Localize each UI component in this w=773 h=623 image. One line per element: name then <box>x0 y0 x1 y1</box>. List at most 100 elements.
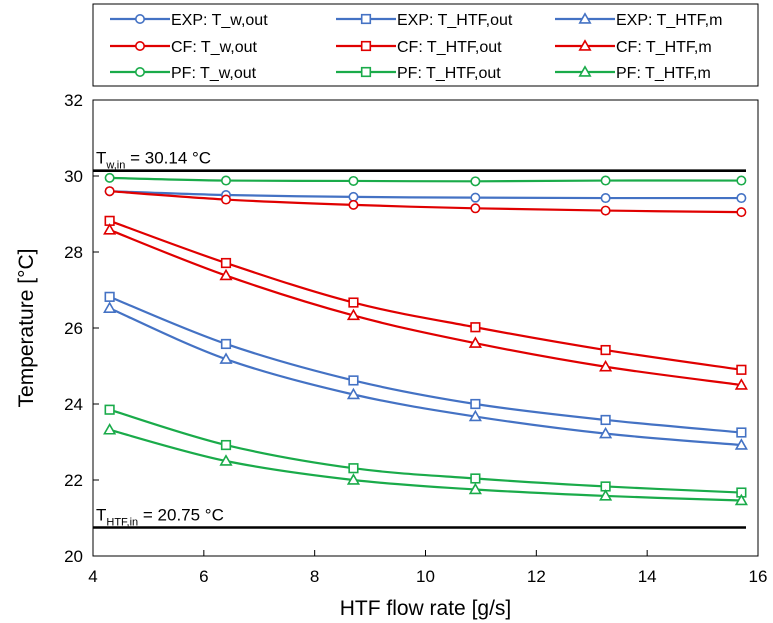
series-cf-t-htf-out-point-6 <box>736 364 747 375</box>
legend-pf-t-htf-out-label: PF: T_HTF,out <box>397 65 501 82</box>
legend-cf-t-w-out-label: CF: T_w,out <box>171 39 258 56</box>
legend-pf-t-htf-out-marker <box>360 66 372 78</box>
series-pf-t-htf-out-line <box>109 408 742 494</box>
series-pf-t-w-out-point-4 <box>470 176 481 187</box>
series-cf-t-htf-out-line <box>109 219 742 371</box>
legend-cf-t-w-out-marker <box>135 40 146 51</box>
legend-exp-t-htf-m-marker <box>578 12 592 24</box>
series-cf-t-htf-out-point-2 <box>220 257 232 269</box>
series-pf-t-htf-out-point-4 <box>470 473 481 484</box>
series-exp-t-w-out-point-3 <box>348 191 359 202</box>
x-tick-label-4: 4 <box>88 567 97 586</box>
y-tick-label-30: 30 <box>64 167 83 186</box>
series-pf-t-htf-m-point-2 <box>219 454 233 466</box>
legend-exp-t-w-out-label: EXP: T_w,out <box>171 12 268 29</box>
series-exp-t-htf-m-point-1 <box>103 301 117 313</box>
series-cf-t-w-out-line <box>109 190 742 214</box>
series-exp-t-w-out-point-6 <box>736 193 747 204</box>
series-exp-t-htf-m-point-4 <box>468 409 482 422</box>
series-cf-t-htf-m-point-5 <box>599 359 613 372</box>
legend-cf-t-htf-m-marker <box>578 39 592 51</box>
legend-pf-t-w-out-label: PF: T_w,out <box>171 65 257 82</box>
series-exp-t-htf-out-point-4 <box>470 398 481 410</box>
series-cf-t-htf-m-point-3 <box>346 308 361 321</box>
legend-box <box>92 3 759 87</box>
series-pf-t-htf-out-point-2 <box>220 439 232 451</box>
series-pf-t-w-out-point-3 <box>348 175 359 186</box>
x-tick-label-14: 14 <box>638 567 657 586</box>
series-exp-t-htf-m-point-3 <box>346 387 361 400</box>
series-exp-t-w-out-point-4 <box>470 192 481 203</box>
y-tick-label-32: 32 <box>64 91 83 110</box>
series-exp-t-htf-m-point-2 <box>219 352 233 364</box>
series-cf-t-w-out-point-2 <box>221 194 232 205</box>
series-pf-t-w-out-point-1 <box>104 172 115 183</box>
y-tick-label-28: 28 <box>64 243 83 262</box>
legend-cf-t-htf-m-label: CF: T_HTF,m <box>616 39 712 56</box>
series-pf-t-w-out-line <box>109 176 742 183</box>
legend-exp-t-htf-out-label: EXP: T_HTF,out <box>397 12 513 29</box>
y-tick-label-20: 20 <box>64 547 83 566</box>
ref-label-htf-in: THTF,in = 20.75 °C <box>96 506 224 529</box>
plot-area: Tw,in = 30.14 °C THTF,in = 20.75 °C <box>93 149 748 529</box>
series-cf-t-htf-m-line <box>109 228 742 387</box>
series-pf-t-w-out-point-5 <box>600 175 611 186</box>
series-exp-t-htf-m-point-5 <box>599 426 613 439</box>
series-exp-t-w-out-point-5 <box>600 193 611 204</box>
series-cf-t-w-out-point-1 <box>104 186 115 197</box>
series-cf-t-htf-m-point-2 <box>219 268 233 281</box>
series-pf-t-w-out-point-2 <box>221 175 232 186</box>
x-tick-label-8: 8 <box>310 567 319 586</box>
y-tick-label-22: 22 <box>64 471 83 490</box>
plot-frame <box>92 99 759 557</box>
series-cf-t-htf-m-point-4 <box>468 336 482 348</box>
series-exp-t-htf-m-line <box>109 307 742 447</box>
series-exp-t-htf-m-point-6 <box>734 438 748 450</box>
series-pf-t-htf-m-point-6 <box>734 493 748 506</box>
ref-label-tw-in: Tw,in = 30.14 °C <box>96 149 211 172</box>
series-pf-t-w-out-point-6 <box>736 175 747 186</box>
series-cf-t-w-out-point-3 <box>348 199 359 210</box>
series-cf-t-htf-out-point-4 <box>470 322 481 333</box>
series-exp-t-htf-out-point-1 <box>104 291 115 302</box>
series-cf-t-htf-out-point-3 <box>348 297 359 308</box>
series-pf-t-htf-out-point-3 <box>348 463 359 474</box>
series-cf-t-htf-out-point-5 <box>600 344 611 356</box>
series-cf-t-w-out-point-6 <box>736 207 747 218</box>
x-tick-label-12: 12 <box>527 567 546 586</box>
series-exp-t-htf-out-line <box>109 295 742 434</box>
series-pf-t-htf-m-point-5 <box>599 489 613 501</box>
series-exp-t-htf-out-point-6 <box>736 427 747 438</box>
series-pf-t-htf-m-point-3 <box>346 473 361 485</box>
legend-pf-t-htf-m-marker <box>578 65 592 77</box>
legend-cf-t-htf-out-marker <box>360 40 372 52</box>
x-tick-label-16: 16 <box>749 567 768 586</box>
series-cf-t-w-out-point-4 <box>470 203 481 214</box>
series-exp-t-w-out-line <box>109 190 742 200</box>
legend-cf-t-htf-out-label: CF: T_HTF,out <box>397 39 502 56</box>
series-exp-t-htf-out-point-5 <box>600 414 611 426</box>
legend-exp-t-htf-m-label: EXP: T_HTF,m <box>616 12 722 29</box>
series-exp-t-htf-out-point-3 <box>348 375 359 386</box>
legend-pf-t-htf-m-label: PF: T_HTF,m <box>616 65 711 82</box>
chart-legend: EXP: T_w,out EXP: T_HTF,out EXP: T_HTF,m CF… <box>92 3 759 87</box>
y-tick-label-26: 26 <box>64 319 83 338</box>
series-pf-t-htf-m-line <box>109 428 742 502</box>
legend-pf-t-w-out-marker <box>135 67 146 78</box>
x-tick-label-10: 10 <box>416 567 435 586</box>
series-pf-t-htf-out-point-1 <box>104 404 115 415</box>
legend-exp-t-w-out-marker <box>135 14 146 24</box>
series-pf-t-htf-m-point-4 <box>468 482 482 495</box>
y-tick-label-24: 24 <box>64 395 83 414</box>
x-axis-title: HTF flow rate [g/s] <box>340 597 512 620</box>
y-axis-title: Temperature [°C] <box>15 249 38 408</box>
series-cf-t-htf-m-point-6 <box>734 378 748 390</box>
series-exp-t-htf-out-point-2 <box>220 338 232 350</box>
series-cf-t-w-out-point-5 <box>600 205 611 216</box>
axes: 4 6 8 10 12 14 16 20 22 24 26 28 30 32 HTF flow rate [… <box>15 91 767 620</box>
series-pf-t-htf-m-point-1 <box>103 423 117 435</box>
series-cf-t-htf-m-point-1 <box>103 223 117 235</box>
x-tick-label-6: 6 <box>199 567 208 586</box>
legend-exp-t-htf-out-marker <box>360 13 372 25</box>
